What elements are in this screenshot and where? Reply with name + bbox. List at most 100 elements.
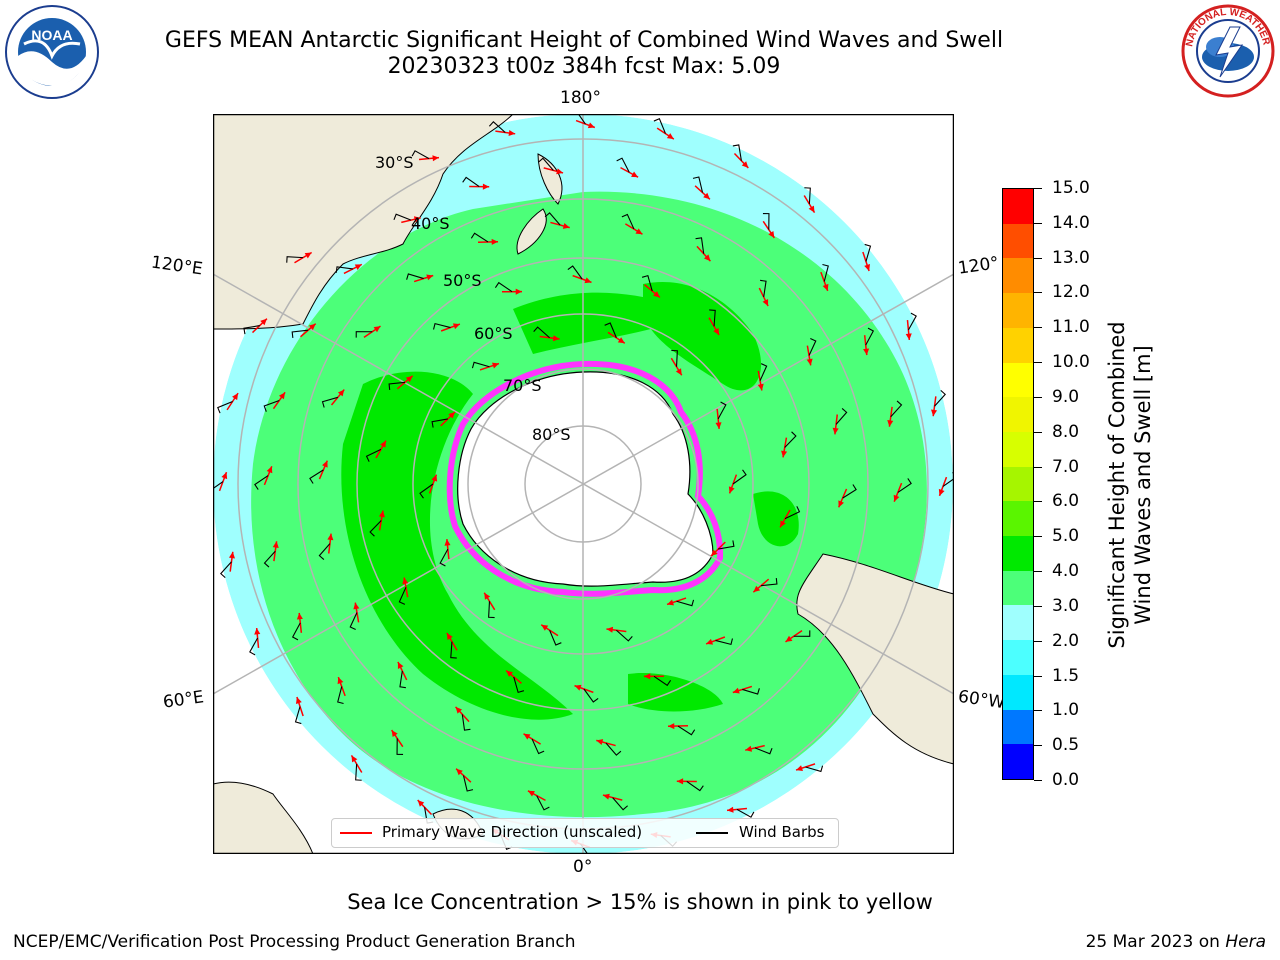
wind-barb bbox=[612, 797, 628, 811]
colorbar-tick-mark bbox=[1034, 710, 1042, 712]
colorbar-tick-label: 3.0 bbox=[1052, 595, 1080, 616]
wind-barb bbox=[677, 725, 696, 736]
colorbar-tick-mark bbox=[1034, 466, 1042, 468]
wave-arrow-head bbox=[508, 129, 516, 136]
wind-barb bbox=[621, 213, 635, 230]
wind-barb bbox=[488, 601, 495, 619]
wave-arrow-head bbox=[643, 673, 651, 680]
wave-arrow-head bbox=[606, 626, 614, 633]
wind-barb bbox=[431, 418, 448, 428]
colorbar-tick-label: 10.0 bbox=[1052, 352, 1090, 373]
wave-arrow-head bbox=[373, 326, 381, 333]
wave-arrow-head bbox=[515, 288, 523, 295]
wind-barb bbox=[533, 326, 550, 339]
wind-barb bbox=[462, 775, 474, 792]
wave-arrow-head bbox=[456, 768, 463, 776]
colorbar-segment bbox=[1003, 744, 1033, 779]
wave-arrow-head bbox=[417, 800, 425, 807]
wind-barb bbox=[616, 629, 633, 642]
wave-arrow-head bbox=[308, 323, 316, 331]
colorbar-segment bbox=[1003, 293, 1033, 328]
wave-arrow-head bbox=[938, 488, 945, 496]
colorbar-segment bbox=[1003, 258, 1033, 294]
wave-arrow-head bbox=[732, 687, 740, 694]
wind-barb bbox=[450, 641, 457, 659]
wind-barb bbox=[686, 780, 704, 792]
wave-arrow-head bbox=[781, 450, 788, 458]
colorbar-tick-mark bbox=[1034, 292, 1042, 294]
land-australia bbox=[213, 114, 514, 330]
wind-barb bbox=[318, 543, 331, 560]
colorbar-segment bbox=[1003, 223, 1033, 259]
colorbar-tick-label: 7.0 bbox=[1052, 456, 1080, 477]
colorbar-title-line-2: Wind Waves and Swell [m] bbox=[1131, 345, 1155, 625]
wind-barb bbox=[653, 675, 672, 687]
colorbar-segment bbox=[1003, 189, 1033, 224]
colorbar-tick-mark bbox=[1034, 431, 1042, 433]
wave-arrow-head bbox=[617, 337, 625, 344]
wave-arrow-head bbox=[676, 778, 684, 785]
nws-logo: NATIONAL WEATHER SERVICE bbox=[1180, 3, 1275, 98]
colorbar-tick-mark bbox=[1034, 222, 1042, 224]
wave-arrow-head bbox=[322, 460, 328, 468]
wind-barb bbox=[433, 322, 451, 330]
wave-field-4-5m-east bbox=[753, 491, 799, 547]
wind-barb bbox=[369, 520, 382, 537]
wave-arrow-head bbox=[584, 277, 592, 284]
wave-arrow-head bbox=[832, 427, 839, 435]
wave-arrow-head bbox=[887, 420, 894, 427]
wind-barb bbox=[217, 400, 233, 414]
wind-barb bbox=[732, 469, 747, 485]
wave-arrow-head bbox=[523, 733, 531, 740]
lat-label-40s: 40°S bbox=[411, 214, 450, 233]
colorbar-tick-label: 14.0 bbox=[1052, 212, 1090, 233]
lon-label-60w: 60°W bbox=[956, 686, 1007, 714]
wind-barb bbox=[653, 118, 667, 134]
wave-arrow-head bbox=[402, 577, 409, 585]
lon-label-60e: 60°E bbox=[161, 687, 206, 713]
lon-label-180: 180° bbox=[560, 88, 601, 108]
wind-barb bbox=[399, 670, 406, 689]
noaa-logo: NOAA bbox=[5, 5, 99, 99]
wind-barb bbox=[254, 475, 269, 490]
wave-arrow-head bbox=[353, 602, 360, 610]
land-new-zealand-south bbox=[516, 208, 547, 255]
wind-barb bbox=[398, 587, 407, 605]
colorbar-tick-label: 8.0 bbox=[1052, 421, 1080, 442]
wave-arrow-head bbox=[574, 684, 582, 691]
wind-barb bbox=[294, 706, 302, 725]
wind-barb bbox=[263, 550, 276, 568]
wind-barb bbox=[808, 337, 817, 356]
colorbar-tick-label: 9.0 bbox=[1052, 386, 1080, 407]
wind-barb bbox=[335, 266, 353, 273]
wave-arrow-head bbox=[446, 632, 453, 640]
wave-arrow-head bbox=[762, 299, 769, 307]
wave-arrow-head bbox=[304, 252, 312, 259]
colorbar-segment bbox=[1003, 501, 1033, 537]
colorbar-segment bbox=[1003, 536, 1033, 571]
wave-arrow-head bbox=[391, 730, 398, 737]
wave-arrow-head bbox=[602, 793, 610, 800]
wind-barb bbox=[907, 312, 917, 331]
footer-host: Hera bbox=[1225, 932, 1266, 952]
wind-barb bbox=[494, 281, 513, 293]
wave-arrow-head bbox=[491, 238, 499, 245]
wind-barb bbox=[736, 808, 755, 818]
wind-barb bbox=[419, 483, 434, 499]
wave-arrow-head bbox=[893, 494, 900, 502]
map-legend: Primary Wave Direction (unscaled) Wind B… bbox=[331, 818, 839, 848]
colorbar-segment bbox=[1003, 397, 1033, 432]
wave-arrow-head bbox=[753, 585, 761, 593]
lon-label-0: 0° bbox=[573, 857, 593, 877]
wind-barb bbox=[263, 399, 280, 412]
wave-arrow-head bbox=[667, 599, 674, 606]
wave-arrow-head bbox=[838, 500, 844, 508]
colorbar-tick-label: 4.0 bbox=[1052, 561, 1080, 582]
wind-barb bbox=[531, 738, 545, 755]
wind-barb bbox=[538, 157, 554, 171]
colorbar-tick-label: 5.0 bbox=[1052, 526, 1080, 547]
colorbar-tick-mark bbox=[1034, 188, 1042, 189]
wind-barb bbox=[671, 349, 678, 367]
wave-arrow-head bbox=[587, 122, 595, 129]
wave-arrow-head bbox=[653, 291, 660, 298]
